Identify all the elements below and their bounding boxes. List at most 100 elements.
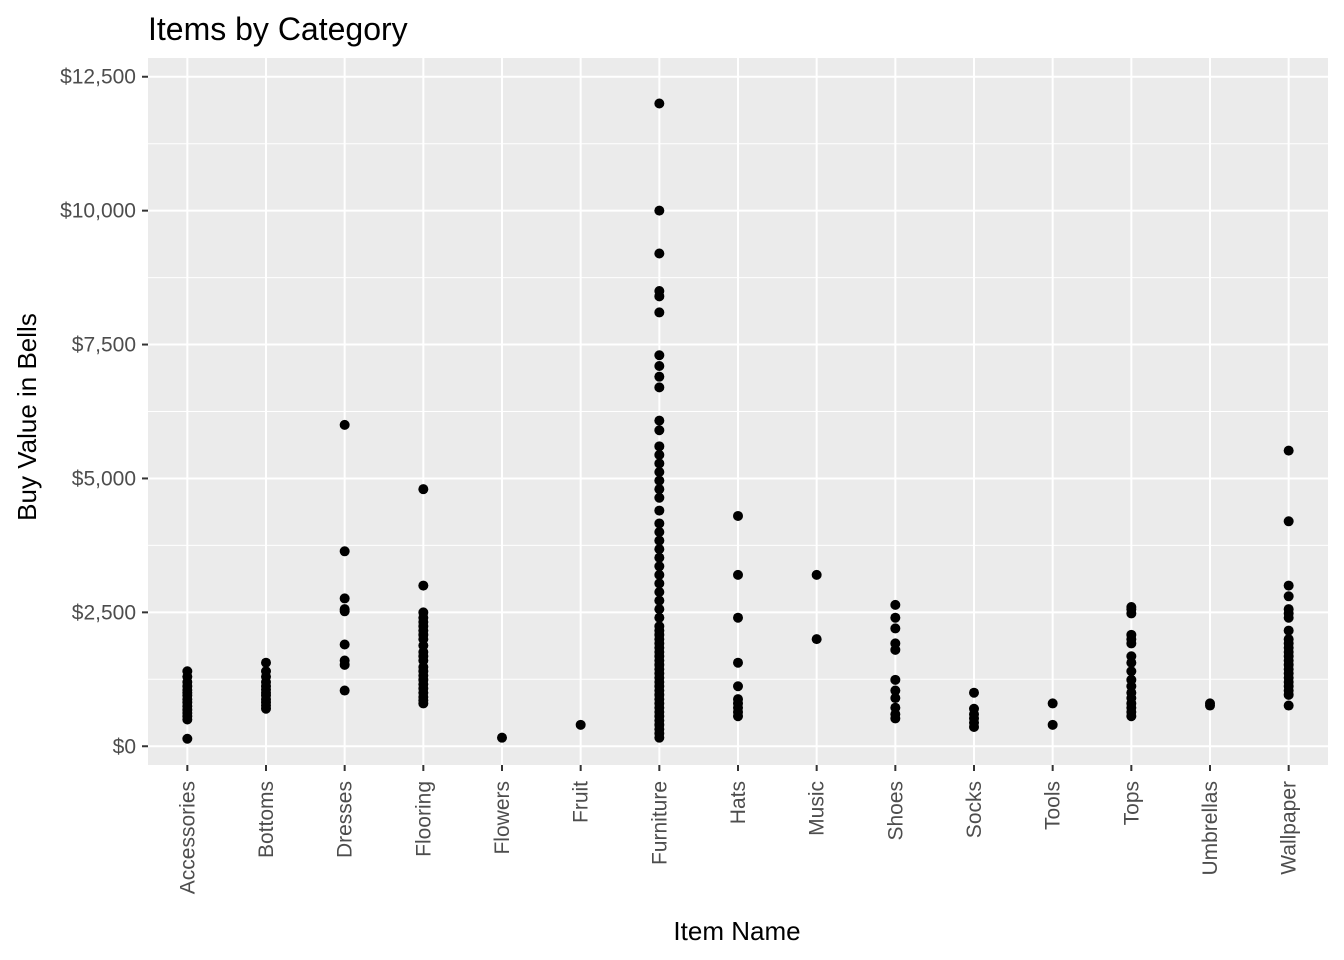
x-tick-label: Furniture (648, 781, 671, 865)
data-point (890, 685, 901, 696)
y-tick-label: $12,500 (60, 66, 136, 89)
data-point (1205, 698, 1215, 709)
data-point (497, 732, 507, 743)
data-point (890, 599, 901, 610)
data-point (1126, 674, 1137, 685)
data-point (654, 475, 665, 486)
y-tick-label: $0 (113, 735, 136, 758)
data-point (654, 458, 665, 469)
data-point (654, 595, 665, 606)
data-point (1283, 700, 1294, 711)
data-point (654, 382, 665, 393)
data-point (811, 634, 822, 645)
x-axis: Accessories Bottoms Dresses Flooring Flowers… (176, 765, 1301, 894)
data-point (182, 666, 193, 677)
data-point (1047, 719, 1058, 730)
data-point (890, 674, 901, 685)
data-point (1126, 666, 1137, 677)
data-point (418, 580, 429, 591)
data-point (339, 546, 350, 557)
data-point (1126, 651, 1137, 662)
data-point (339, 593, 350, 604)
data-point (654, 484, 665, 495)
data-point (890, 623, 901, 634)
data-point (654, 371, 665, 382)
data-point (811, 569, 822, 580)
data-point (1283, 604, 1294, 615)
data-point (1283, 625, 1294, 636)
data-point (654, 360, 665, 371)
x-tick-label: Dresses (334, 781, 357, 858)
data-point (1126, 601, 1137, 612)
data-point (418, 484, 429, 495)
data-point (654, 552, 665, 563)
x-tick-label: Flooring (412, 781, 435, 857)
data-point (654, 350, 665, 361)
data-point (654, 285, 665, 296)
data-point (654, 449, 665, 460)
data-point (654, 492, 665, 503)
data-point (733, 569, 743, 580)
x-tick-label: Umbrellas (1199, 781, 1222, 876)
data-point (654, 415, 665, 426)
data-point (890, 612, 901, 623)
data-point (339, 604, 350, 615)
data-point (733, 657, 743, 668)
x-tick-label: Fruit (570, 781, 593, 823)
y-tick-label: $10,000 (60, 200, 136, 223)
data-point (1283, 445, 1294, 456)
x-tick-label: Shoes (884, 781, 907, 841)
data-point (1126, 629, 1137, 640)
data-point (1047, 698, 1058, 709)
data-point (654, 561, 665, 572)
data-point (654, 98, 665, 109)
data-point (654, 604, 665, 615)
data-point (654, 518, 665, 529)
data-point (733, 612, 743, 623)
data-point (969, 703, 979, 714)
x-tick-label: Accessories (176, 781, 199, 894)
y-axis: $0 $2,500 $5,000 $7,500 $10,000 $12,500 (60, 66, 148, 758)
data-point (654, 248, 665, 259)
x-tick-label: Wallpaper (1278, 781, 1301, 875)
data-point (654, 307, 665, 318)
data-point (654, 569, 665, 580)
y-tick-label: $5,000 (72, 467, 136, 490)
data-point (1283, 580, 1294, 591)
x-tick-label: Hats (727, 781, 750, 824)
data-point (261, 657, 271, 668)
data-point (1283, 591, 1294, 602)
data-point (654, 425, 665, 436)
x-tick-label: Music (806, 781, 829, 836)
data-point (654, 467, 665, 478)
data-point (654, 612, 665, 623)
x-axis-title: Item Name (673, 916, 800, 946)
data-points (182, 98, 1294, 744)
data-point (654, 621, 665, 632)
data-point (654, 205, 665, 216)
data-point (733, 510, 743, 521)
x-tick-label: Tools (1042, 781, 1065, 830)
data-point (339, 655, 350, 666)
y-tick-label: $2,500 (72, 601, 136, 624)
chart-title: Items by Category (148, 11, 408, 47)
data-point (654, 527, 665, 538)
data-point (890, 702, 901, 713)
data-point (654, 535, 665, 546)
data-point (969, 687, 979, 698)
data-point (339, 639, 350, 650)
data-point (733, 681, 743, 692)
data-point (890, 693, 901, 704)
data-point (575, 719, 586, 730)
data-point (261, 666, 271, 677)
data-point (339, 419, 350, 430)
y-axis-title: Buy Value in Bells (12, 313, 42, 521)
data-point (418, 607, 429, 618)
data-point (654, 544, 665, 555)
data-point (1283, 634, 1294, 645)
x-tick-label: Socks (963, 781, 986, 838)
data-point (339, 685, 350, 696)
data-point (1283, 516, 1294, 527)
x-tick-label: Bottoms (255, 781, 278, 858)
